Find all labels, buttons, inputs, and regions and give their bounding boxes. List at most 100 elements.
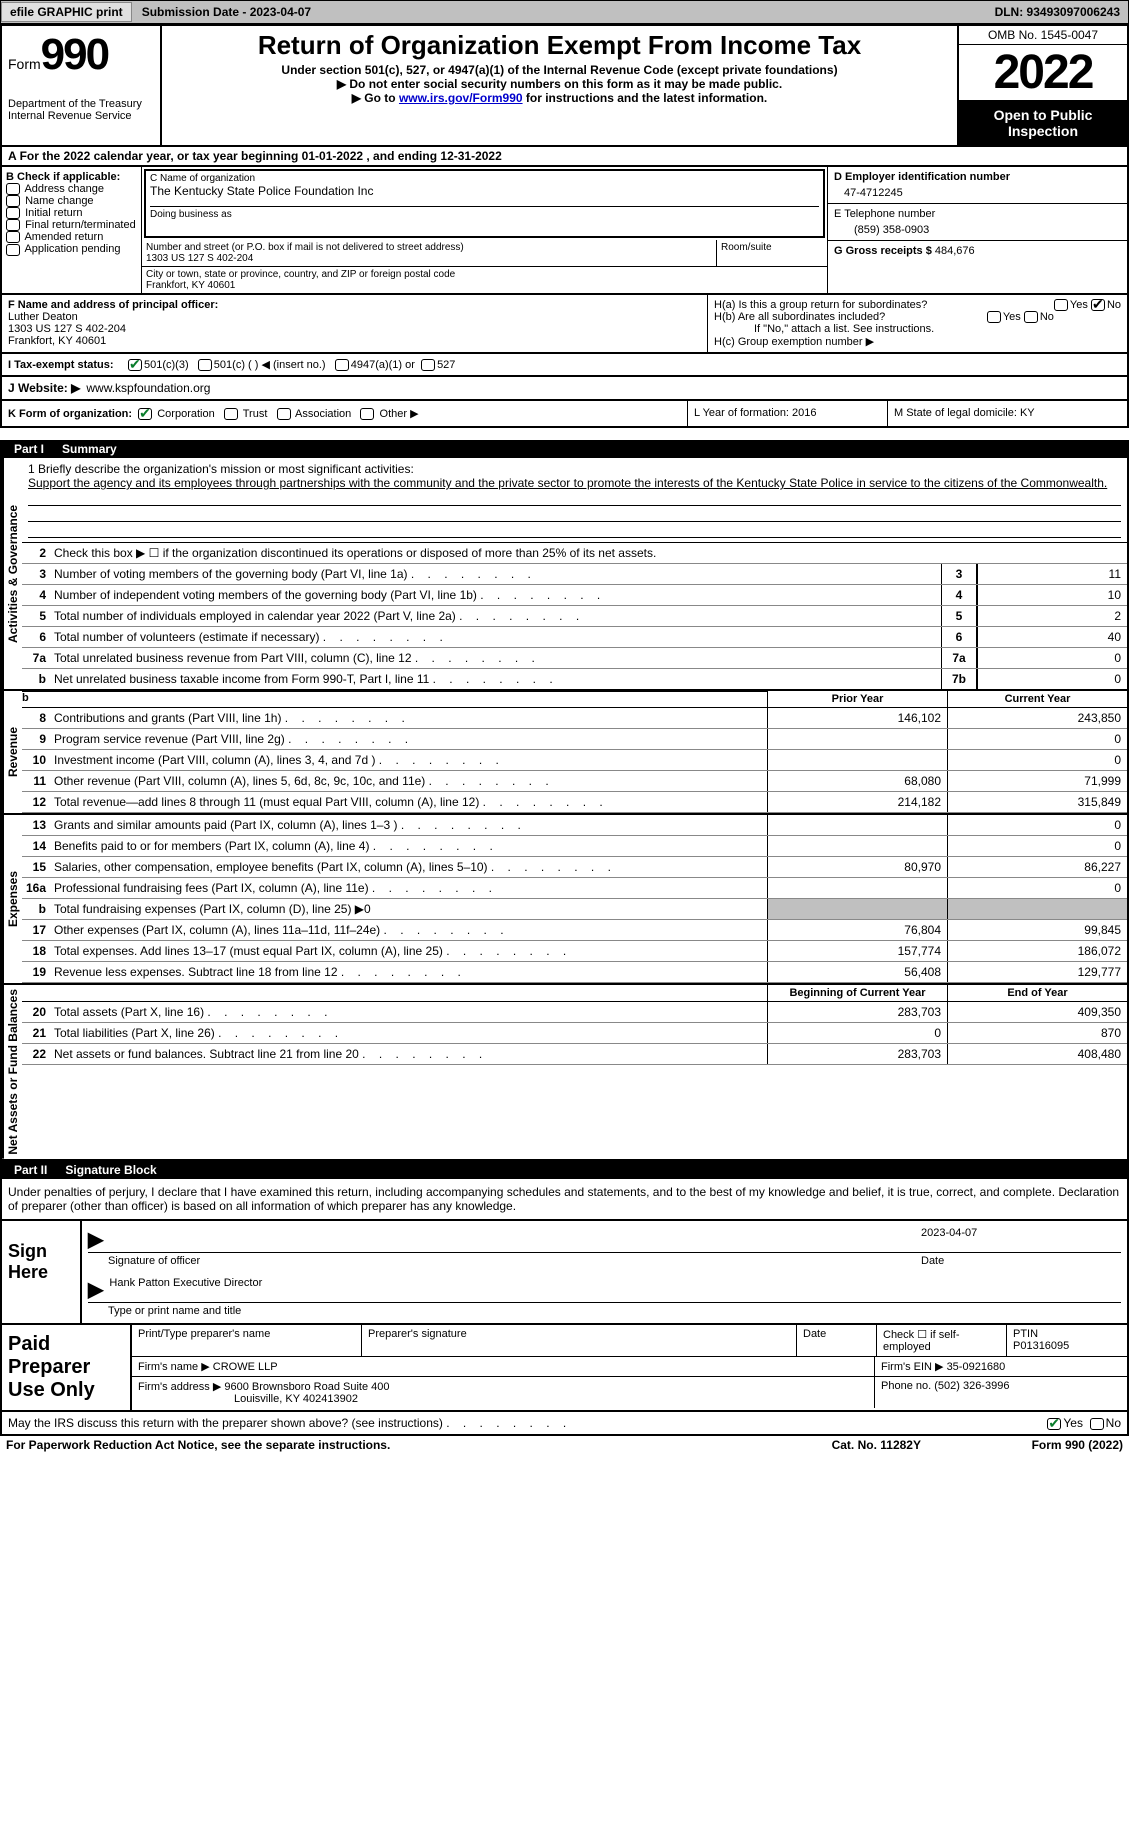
net-line-21: 21Total liabilities (Part X, line 26)087… [22,1023,1127,1044]
form-word: Form [8,56,41,72]
rev-col-header: b Prior Year Current Year [22,691,1127,708]
firm-name: CROWE LLP [213,1361,278,1373]
m-state-domicile: M State of legal domicile: KY [887,401,1127,426]
sign-date: 2023-04-07 [921,1227,1121,1252]
form-title: Return of Organization Exempt From Incom… [170,30,949,61]
501c3-check [128,359,142,371]
dln-label: DLN: 93493097006243 [995,5,1128,19]
gov-line-7a: 7aTotal unrelated business revenue from … [22,648,1127,669]
gross-receipts-value: 484,676 [935,245,975,257]
exp-line-15: 15Salaries, other compensation, employee… [22,857,1127,878]
sign-here-block: Sign Here ▶2023-04-07 Signature of offic… [0,1221,1129,1325]
ptin-value: P01316095 [1013,1340,1121,1352]
col-deg: D Employer identification number 47-4712… [827,167,1127,293]
activities-section: Activities & Governance 1 Briefly descri… [2,458,1127,691]
officer-h-row: F Name and address of principal officer:… [0,295,1129,354]
part-2-header: Part II Signature Block [0,1161,1129,1179]
paid-preparer-block: Paid Preparer Use Only Print/Type prepar… [0,1325,1129,1412]
exp-line-b: bTotal fundraising expenses (Part IX, co… [22,899,1127,920]
discuss-row: May the IRS discuss this return with the… [0,1412,1129,1436]
gov-line-4: 4Number of independent voting members of… [22,585,1127,606]
net-assets-section: Net Assets or Fund Balances Beginning of… [2,985,1127,1159]
b-opt: Name change [6,195,137,207]
org-name-box: C Name of organization The Kentucky Stat… [144,169,825,238]
form-header: Form990 Department of the Treasury Inter… [0,24,1129,147]
mission-text: Support the agency and its employees thr… [28,476,1121,490]
exp-line-16a: 16aProfessional fundraising fees (Part I… [22,878,1127,899]
mission-row: 1 Briefly describe the organization's mi… [22,458,1127,543]
tax-year: 2022 [959,45,1127,101]
gov-line-3: 3Number of voting members of the governi… [22,564,1127,585]
city-value: Frankfort, KY 40601 [146,280,823,291]
expenses-section: Expenses 13Grants and similar amounts pa… [2,815,1127,985]
discuss-yes-check [1047,1418,1061,1430]
b-opt: Amended return [6,231,137,243]
col-b: B Check if applicable: Address change Na… [2,167,142,293]
k-form-org: K Form of organization: Corporation Trus… [2,401,687,426]
b-opt: Application pending [6,243,137,255]
net-line-22: 22Net assets or fund balances. Subtract … [22,1044,1127,1065]
address-row: Number and street (or P.O. box if mail i… [142,240,827,266]
irs-link[interactable]: www.irs.gov/Form990 [399,91,523,105]
rev-line-11: 11Other revenue (Part VIII, column (A), … [22,771,1127,792]
exp-line-13: 13Grants and similar amounts paid (Part … [22,815,1127,836]
net-line-20: 20Total assets (Part X, line 16)283,7034… [22,1002,1127,1023]
street-value: 1303 US 127 S 402-204 [146,253,712,264]
open-inspection: Open to Public Inspection [959,101,1127,145]
irs-label: Internal Revenue Service [8,110,154,122]
gov-line-5: 5Total number of individuals employed in… [22,606,1127,627]
dba-label: Doing business as [150,206,819,220]
b-label: B Check if applicable: [6,171,137,183]
summary-block: Activities & Governance 1 Briefly descri… [0,458,1129,1161]
b-opt: Address change [6,183,137,195]
gov-line-6: 6Total number of volunteers (estimate if… [22,627,1127,648]
signature-declaration: Under penalties of perjury, I declare th… [0,1179,1129,1221]
b-opt: Initial return [6,207,137,219]
side-expenses: Expenses [2,815,22,983]
line-j: J Website: ▶ www.kspfoundation.org [0,377,1129,401]
block-bcd: B Check if applicable: Address change Na… [0,167,1129,295]
pra-notice: For Paperwork Reduction Act Notice, see … [6,1438,832,1452]
side-activities: Activities & Governance [2,458,22,689]
net-col-header: Beginning of Current Year End of Year [22,985,1127,1002]
ein-box: D Employer identification number 47-4712… [828,167,1127,204]
line-2: 2Check this box ▶ ☐ if the organization … [22,543,1127,564]
side-revenue: Revenue [2,691,22,813]
efile-print-button[interactable]: efile GRAPHIC print [1,2,132,22]
top-toolbar: efile GRAPHIC print Submission Date - 20… [0,0,1129,24]
firm-ein: 35-0921680 [947,1361,1006,1373]
ein-value: 47-4712245 [834,183,1121,199]
rev-line-9: 9Program service revenue (Part VIII, lin… [22,729,1127,750]
form-number: 990 [41,30,108,79]
part-1-header: Part I Summary [0,440,1129,458]
revenue-section: Revenue b Prior Year Current Year 8Contr… [2,691,1127,815]
phone-box: E Telephone number (859) 358-0903 [828,204,1127,241]
firm-phone: (502) 326-3996 [934,1380,1009,1392]
officer-name-title: Hank Patton Executive Director [109,1277,1121,1302]
gross-receipts-box: G Gross receipts $ 484,676 [828,241,1127,261]
street-box: Number and street (or P.O. box if mail i… [142,240,717,266]
line-i: I Tax-exempt status: 501(c)(3) 501(c) ( … [0,354,1129,377]
paid-preparer-label: Paid Preparer Use Only [2,1325,132,1410]
line-a: A For the 2022 calendar year, or tax yea… [0,147,1129,167]
h-box: H(a) Is this a group return for subordin… [707,295,1127,352]
form-ref: Form 990 (2022) [1032,1438,1123,1452]
phone-value: (859) 358-0903 [834,220,1121,236]
org-name: The Kentucky State Police Foundation Inc [150,184,819,198]
rev-line-10: 10Investment income (Part VIII, column (… [22,750,1127,771]
submission-date: Submission Date - 2023-04-07 [142,5,311,19]
c-name-label: C Name of organization [150,173,819,184]
footer-line: For Paperwork Reduction Act Notice, see … [0,1436,1129,1454]
website-value: www.kspfoundation.org [86,381,210,395]
b-opt: Final return/terminated [6,219,137,231]
city-box: City or town, state or province, country… [142,266,827,293]
side-net: Net Assets or Fund Balances [2,985,22,1159]
rev-line-12: 12Total revenue—add lines 8 through 11 (… [22,792,1127,813]
l-year-formation: L Year of formation: 2016 [687,401,887,426]
officer-box: F Name and address of principal officer:… [2,295,707,352]
rev-line-8: 8Contributions and grants (Part VIII, li… [22,708,1127,729]
exp-line-19: 19Revenue less expenses. Subtract line 1… [22,962,1127,983]
omb-number: OMB No. 1545-0047 [959,26,1127,45]
exp-line-17: 17Other expenses (Part IX, column (A), l… [22,920,1127,941]
header-right: OMB No. 1545-0047 2022 Open to Public In… [957,26,1127,145]
